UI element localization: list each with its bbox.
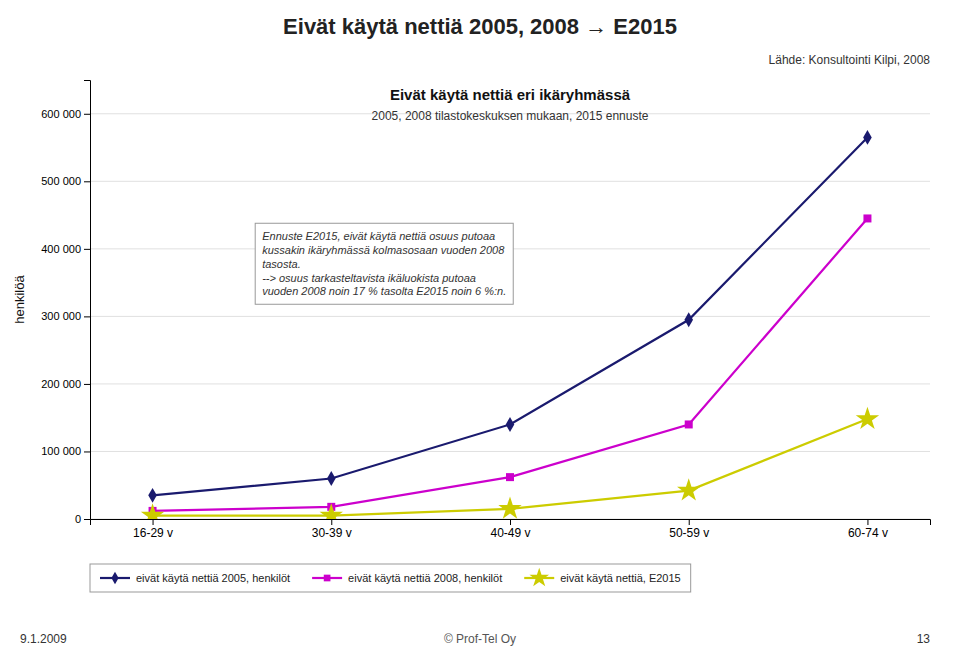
grid-line bbox=[90, 383, 930, 384]
x-tick: 50-59 v bbox=[669, 519, 709, 540]
point bbox=[863, 214, 871, 222]
footer-right: 13 bbox=[917, 632, 931, 646]
y-tick-label: 500 000 bbox=[41, 175, 81, 187]
y-tick-mark bbox=[84, 316, 90, 317]
y-label: henkilöä bbox=[12, 275, 27, 324]
x-tick: 16-29 v bbox=[133, 519, 173, 540]
x-axis-line bbox=[91, 520, 931, 526]
x-tick-mark bbox=[867, 519, 868, 525]
x-tick-label: 40-49 v bbox=[490, 526, 530, 540]
legend-label: eivät käytä nettiä 2008, henkilöt bbox=[348, 572, 502, 584]
x-tick: 30-39 v bbox=[312, 519, 352, 540]
grid bbox=[90, 114, 930, 519]
point bbox=[320, 503, 343, 519]
y-tick: 500 000 bbox=[41, 175, 90, 187]
point bbox=[506, 473, 514, 481]
chart-title: Eivät käytä nettiä eri ikäryhmässä bbox=[390, 86, 631, 103]
legend-frame bbox=[90, 564, 691, 592]
y-tick-label: 100 000 bbox=[41, 445, 81, 457]
point bbox=[506, 417, 515, 432]
footer-left: 9.1.2009 bbox=[20, 632, 67, 646]
x-tick-label: 30-39 v bbox=[312, 526, 352, 540]
y-tick: 400 000 bbox=[41, 243, 90, 255]
x-tick-label: 50-59 v bbox=[669, 526, 709, 540]
source: Lähde: Konsultointi Kilpi, 2008 bbox=[769, 53, 931, 67]
plot: 0 100 000 200 000 300 000 400 000 500 000 600 … bbox=[41, 81, 930, 540]
series bbox=[149, 214, 872, 514]
x-tick-label: 60-74 v bbox=[848, 526, 888, 540]
title: Eivät käytä nettiä 2005, 2008 → E2015 bbox=[283, 14, 677, 39]
y-tick-mark bbox=[84, 451, 90, 452]
grid-line bbox=[90, 451, 930, 452]
x-tick-mark bbox=[331, 519, 332, 525]
point bbox=[863, 130, 872, 145]
grid-line bbox=[90, 181, 930, 182]
y-tick: 600 000 bbox=[41, 108, 90, 120]
y-tick-mark bbox=[84, 181, 90, 182]
x-tick-label: 16-29 v bbox=[133, 526, 173, 540]
legend-label: eivät käytä nettiä 2005, henkilöt bbox=[136, 572, 290, 584]
y-axis-line bbox=[84, 81, 91, 520]
point bbox=[327, 471, 336, 486]
y-tick: 0 bbox=[75, 513, 90, 525]
point bbox=[148, 488, 157, 503]
point bbox=[141, 503, 164, 519]
series-line bbox=[153, 137, 868, 495]
x-tick: 40-49 v bbox=[490, 519, 530, 540]
legend-item: eivät käytä nettiä 2008, henkilöt bbox=[312, 572, 502, 584]
point bbox=[498, 497, 521, 519]
legend-item: eivät käytä nettiä, E2015 bbox=[524, 568, 680, 587]
series-line bbox=[153, 218, 868, 510]
legend-label: eivät käytä nettiä, E2015 bbox=[560, 572, 680, 584]
y-tick-label: 200 000 bbox=[41, 378, 81, 390]
y-tick: 100 000 bbox=[41, 445, 90, 457]
chart: Eivät käytä nettiä 2005, 2008 → E2015 Läh… bbox=[0, 0, 960, 659]
x-axis: 16-29 v 30-39 v 40-49 v 50-59 v 60-74 v bbox=[91, 519, 931, 540]
grid-line bbox=[90, 316, 930, 317]
y-tick-label: 300 000 bbox=[41, 310, 81, 322]
subtitle: 2005, 2008 tilastokeskuksen mukaan, 2015… bbox=[372, 109, 649, 123]
annotation: Ennuste E2015, eivät käytä nettiä osuus … bbox=[262, 230, 506, 297]
y-axis: 0 100 000 200 000 300 000 400 000 500 000 600 … bbox=[41, 81, 90, 526]
legend-marker bbox=[529, 568, 549, 587]
y-tick-label: 400 000 bbox=[41, 243, 81, 255]
point bbox=[684, 312, 693, 327]
legend-marker bbox=[324, 575, 331, 582]
series bbox=[148, 130, 871, 503]
point bbox=[677, 478, 700, 500]
x-tick-mark bbox=[689, 519, 690, 525]
y-tick-mark bbox=[84, 249, 90, 250]
marks bbox=[141, 130, 879, 519]
y-tick-mark bbox=[84, 519, 90, 520]
annotation-box: Ennuste E2015, eivät käytä nettiä osuus … bbox=[255, 223, 513, 304]
footer-center: © Prof-Tel Oy bbox=[444, 632, 516, 646]
point bbox=[685, 420, 693, 428]
x-tick: 60-74 v bbox=[848, 519, 888, 540]
y-tick: 200 000 bbox=[41, 378, 90, 390]
x-tick-mark bbox=[153, 519, 154, 525]
y-tick-label: 0 bbox=[75, 513, 81, 525]
point bbox=[856, 407, 879, 429]
legend-marker bbox=[111, 572, 118, 584]
series bbox=[141, 407, 879, 519]
y-tick-mark bbox=[84, 114, 90, 115]
y-tick: 300 000 bbox=[41, 310, 90, 322]
legend-item: eivät käytä nettiä 2005, henkilöt bbox=[100, 572, 290, 584]
y-tick-label: 600 000 bbox=[41, 108, 81, 120]
y-tick-mark bbox=[84, 384, 90, 385]
x-tick-mark bbox=[510, 519, 511, 525]
annotation-frame bbox=[255, 223, 513, 304]
legend: eivät käytä nettiä 2005, henkilöt eivät k… bbox=[90, 564, 691, 592]
